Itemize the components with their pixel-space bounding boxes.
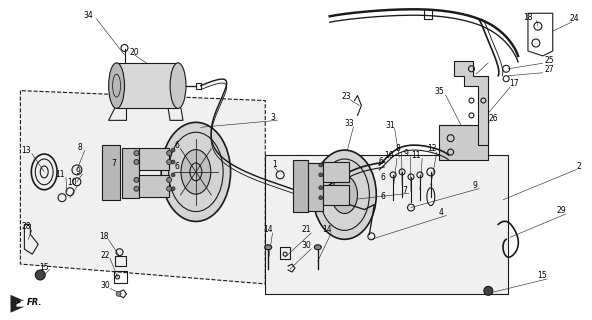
Text: 31: 31 <box>385 121 395 130</box>
Bar <box>323 185 349 204</box>
Text: 19: 19 <box>479 121 488 130</box>
Text: 7: 7 <box>112 159 117 168</box>
Ellipse shape <box>134 177 139 182</box>
Polygon shape <box>20 91 265 284</box>
Text: 30: 30 <box>101 281 110 290</box>
Text: 15: 15 <box>39 263 49 272</box>
Text: 18: 18 <box>523 13 533 22</box>
Bar <box>117 63 178 108</box>
Text: 32: 32 <box>466 71 475 80</box>
Ellipse shape <box>166 186 172 191</box>
Ellipse shape <box>134 159 139 164</box>
Text: 16: 16 <box>479 109 488 118</box>
Bar <box>115 256 127 266</box>
Bar <box>293 160 308 212</box>
Bar <box>139 175 169 197</box>
Ellipse shape <box>314 245 321 250</box>
Ellipse shape <box>134 151 139 156</box>
Text: 6: 6 <box>381 173 385 182</box>
Ellipse shape <box>171 173 175 177</box>
Text: 2: 2 <box>577 162 581 171</box>
Text: 3: 3 <box>270 113 275 122</box>
Bar <box>139 148 169 170</box>
Text: 30: 30 <box>301 241 311 250</box>
Ellipse shape <box>319 163 323 167</box>
Ellipse shape <box>181 149 211 194</box>
Bar <box>265 155 508 294</box>
Ellipse shape <box>484 286 493 295</box>
Text: 14: 14 <box>263 225 273 234</box>
Ellipse shape <box>170 63 186 108</box>
Ellipse shape <box>171 187 175 191</box>
Text: 9: 9 <box>472 181 477 190</box>
Text: 6: 6 <box>175 141 179 150</box>
Text: 9: 9 <box>404 149 408 158</box>
Text: FR.: FR. <box>27 298 42 307</box>
Text: 24: 24 <box>570 14 580 23</box>
Text: 17: 17 <box>510 79 519 88</box>
Text: 23: 23 <box>341 92 350 101</box>
Ellipse shape <box>166 159 172 164</box>
Ellipse shape <box>109 63 124 108</box>
Ellipse shape <box>116 291 121 296</box>
Text: 11: 11 <box>411 151 421 160</box>
Ellipse shape <box>166 151 172 156</box>
Bar <box>280 247 290 259</box>
Polygon shape <box>11 295 24 313</box>
Text: 20: 20 <box>130 48 139 57</box>
Bar <box>424 9 432 19</box>
Text: 7: 7 <box>402 186 407 195</box>
Ellipse shape <box>319 186 323 190</box>
Text: 28: 28 <box>21 222 31 231</box>
Text: 1: 1 <box>272 160 276 170</box>
Text: 35: 35 <box>435 87 445 96</box>
Text: 11: 11 <box>55 170 65 179</box>
Text: 5: 5 <box>150 186 155 195</box>
Ellipse shape <box>319 173 323 177</box>
Text: 25: 25 <box>545 56 554 65</box>
Bar <box>323 162 349 182</box>
Polygon shape <box>439 125 488 160</box>
Bar <box>196 83 201 89</box>
Ellipse shape <box>134 186 139 191</box>
Text: 8: 8 <box>78 143 82 152</box>
Text: 12: 12 <box>427 144 437 153</box>
Text: 33: 33 <box>344 119 353 128</box>
Bar <box>121 148 139 198</box>
Text: 8: 8 <box>395 144 400 153</box>
Ellipse shape <box>171 160 175 164</box>
Ellipse shape <box>313 150 377 239</box>
Bar <box>114 271 127 283</box>
Text: 34: 34 <box>83 11 93 20</box>
Text: 21: 21 <box>301 225 311 234</box>
Text: 27: 27 <box>545 65 554 74</box>
Bar <box>102 145 120 200</box>
Ellipse shape <box>332 176 358 213</box>
Text: 9: 9 <box>75 167 80 176</box>
Text: 4: 4 <box>439 208 444 217</box>
Ellipse shape <box>319 196 323 200</box>
Ellipse shape <box>265 245 272 250</box>
Bar <box>308 163 323 211</box>
Text: 29: 29 <box>556 206 566 215</box>
Ellipse shape <box>161 122 230 221</box>
Text: 10: 10 <box>384 151 394 160</box>
Ellipse shape <box>36 270 45 280</box>
Ellipse shape <box>166 177 172 182</box>
Text: 6: 6 <box>381 192 385 201</box>
Text: 18: 18 <box>99 232 108 241</box>
Text: 26: 26 <box>489 114 498 123</box>
Text: 6: 6 <box>175 162 179 171</box>
Text: 15: 15 <box>538 271 547 280</box>
Ellipse shape <box>171 148 175 152</box>
Text: 10: 10 <box>67 178 76 187</box>
Text: 14: 14 <box>322 225 332 234</box>
Text: 6: 6 <box>379 157 384 166</box>
Text: 22: 22 <box>101 251 110 260</box>
Text: 13: 13 <box>21 146 31 155</box>
Polygon shape <box>453 61 488 145</box>
